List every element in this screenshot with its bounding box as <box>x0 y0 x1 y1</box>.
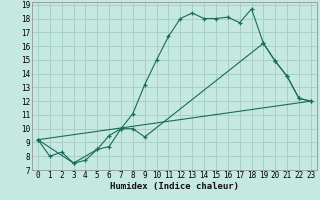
X-axis label: Humidex (Indice chaleur): Humidex (Indice chaleur) <box>110 182 239 191</box>
